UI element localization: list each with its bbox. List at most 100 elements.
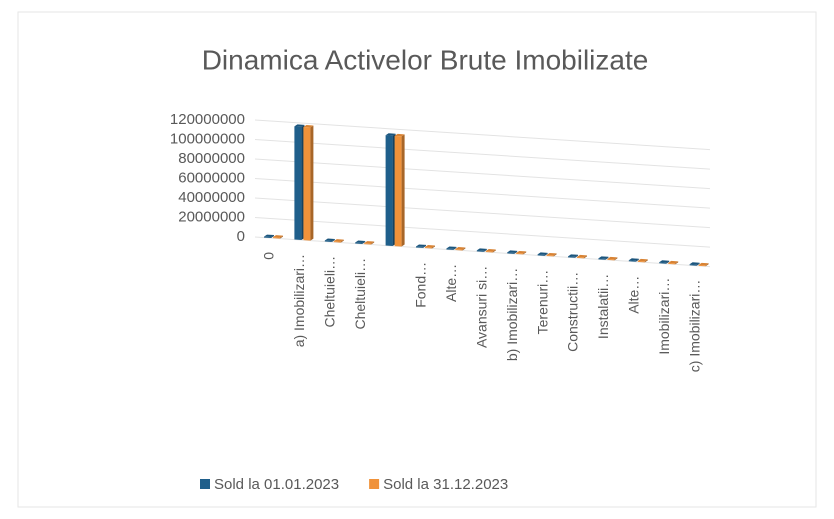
bar-face (635, 258, 639, 262)
bar (516, 250, 527, 255)
bar-face (705, 263, 709, 267)
x-tick-label: Avansuri si… (474, 266, 490, 348)
bar-face (324, 238, 335, 241)
bar-face (644, 259, 648, 263)
x-tick-label: Instalatii… (595, 274, 611, 339)
bar-face (675, 261, 679, 265)
bar (637, 258, 648, 263)
bar-face (577, 256, 584, 259)
bar-face (568, 254, 578, 257)
bar-face (364, 243, 372, 245)
x-tick-label: Constructii… (565, 272, 581, 352)
bar (507, 250, 518, 254)
bar-face (537, 252, 548, 255)
bar (355, 240, 366, 244)
bar-face (385, 133, 396, 136)
bar-face (514, 250, 518, 254)
legend-swatch (369, 479, 380, 489)
bar-face (355, 240, 366, 243)
bar-face (637, 260, 645, 263)
grid-line (254, 217, 711, 248)
bar (577, 254, 587, 259)
bar-face (303, 125, 314, 128)
bar (455, 247, 466, 251)
chart-title: Dinamica Activelor Brute Imobilizate (202, 44, 649, 75)
bar (303, 125, 314, 241)
bar (416, 244, 426, 248)
bar (446, 246, 457, 250)
x-tick-label: a) Imobilizari… (291, 254, 307, 347)
x-tick-label: b) Imobilizari… (504, 268, 520, 361)
grid-line (254, 139, 711, 170)
bar-face (666, 260, 670, 264)
bar (333, 239, 344, 243)
bar-face (614, 257, 618, 261)
bar-face (394, 135, 402, 247)
bar-face (492, 249, 496, 253)
bar-face (485, 249, 496, 252)
bar-face (476, 250, 484, 252)
bar (485, 249, 496, 253)
y-tick-label: 40000000 (178, 189, 245, 206)
bar-face (689, 264, 697, 266)
y-tick-label: 80000000 (178, 150, 245, 167)
bar-face (333, 239, 344, 242)
bar (476, 248, 487, 252)
bar-face (607, 256, 618, 260)
bar (628, 258, 639, 262)
bar (698, 262, 709, 267)
bar-face (371, 241, 375, 245)
bar-face (385, 135, 393, 246)
bar-face (537, 254, 545, 256)
y-tick-label: 60000000 (178, 169, 245, 186)
y-tick-label: 0 (237, 228, 245, 245)
grid-line (254, 178, 711, 209)
bar (385, 133, 396, 246)
x-tick-label: c) Imobilizari… (686, 280, 702, 373)
x-tick-label: Fond… (413, 262, 429, 308)
bar-face (659, 260, 670, 263)
bar-face (331, 238, 335, 242)
bar-face (598, 256, 609, 259)
bar (294, 124, 305, 241)
bar-face (507, 252, 515, 254)
bar-face (668, 262, 676, 265)
bar-face (273, 235, 283, 238)
bar-face (294, 126, 302, 241)
bar-face (416, 246, 423, 248)
bar-face (607, 258, 615, 261)
bar-face (668, 260, 679, 264)
bar-face (401, 134, 405, 247)
bar-face (432, 245, 435, 249)
bar-face (355, 242, 363, 244)
bar-face (264, 236, 271, 239)
bar-face (280, 235, 283, 239)
chart-frame (17, 11, 817, 508)
x-tick-label: Alte… (626, 276, 642, 314)
bar-face (575, 254, 578, 258)
bar-face (698, 262, 709, 266)
bar (568, 254, 578, 258)
bar-face (507, 250, 518, 253)
bar (668, 260, 679, 265)
bar (537, 252, 548, 256)
grid-line (254, 197, 711, 229)
bar-face (628, 260, 636, 262)
bar-face (476, 248, 487, 251)
bar-face (455, 249, 463, 251)
bar (425, 245, 435, 249)
bar-face (294, 124, 305, 127)
bar-face (516, 252, 524, 255)
bar (364, 241, 375, 245)
bar-face (553, 253, 557, 257)
bar-face (446, 248, 454, 250)
legend-label: Sold la 01.01.2023 (214, 476, 339, 493)
bar-face (628, 258, 639, 261)
bar (607, 256, 618, 261)
legend-swatch (200, 479, 210, 489)
bar (598, 256, 609, 260)
bar (394, 133, 405, 247)
bar-face (523, 251, 527, 255)
bar-face (453, 246, 457, 250)
